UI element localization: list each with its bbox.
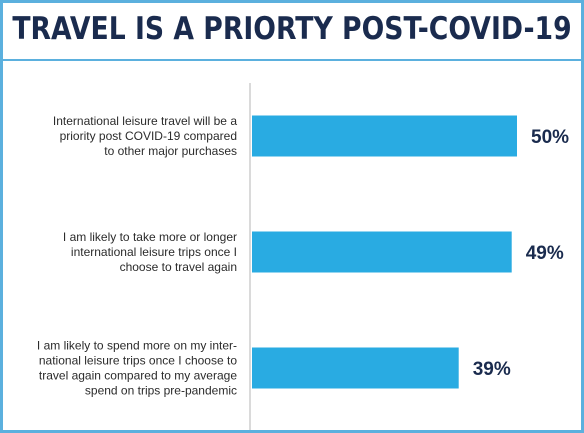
category-label-line: travel again compared to my average	[39, 369, 237, 383]
category-label-line: I am likely to take more or longer	[63, 230, 237, 244]
bar-1	[252, 115, 517, 157]
category-label-1: International leisure travel will be a pr…	[53, 114, 237, 158]
title-divider	[3, 59, 581, 61]
category-label-line: choose to travel again	[120, 260, 237, 274]
value-label-2: 49%	[526, 243, 564, 264]
category-label-line: International leisure travel will be a	[53, 114, 237, 128]
bar-3	[252, 347, 459, 389]
category-label-2: I am likely to take more or longer intern…	[63, 230, 237, 274]
category-label-line: priority post COVID-19 compared	[60, 129, 237, 143]
value-label-1: 50%	[531, 127, 569, 148]
bar-2	[252, 231, 512, 273]
chart-title: TRAVEL IS A PRIORTY POST-COVID-19	[12, 11, 572, 47]
value-label-3: 39%	[473, 359, 511, 380]
category-label-line: spend on trips pre-pandemic	[85, 384, 237, 398]
category-label-line: I am likely to spend more on my inter-	[37, 339, 237, 353]
category-label-3: I am likely to spend more on my inter-na…	[37, 339, 237, 398]
category-label-line: to other major purchases	[104, 144, 237, 158]
bar-chart: 50% International leisure travel will be …	[37, 83, 569, 430]
category-label-line: international leisure trips once I	[71, 245, 237, 259]
category-label-line: national leisure trips once I choose to	[39, 354, 237, 368]
